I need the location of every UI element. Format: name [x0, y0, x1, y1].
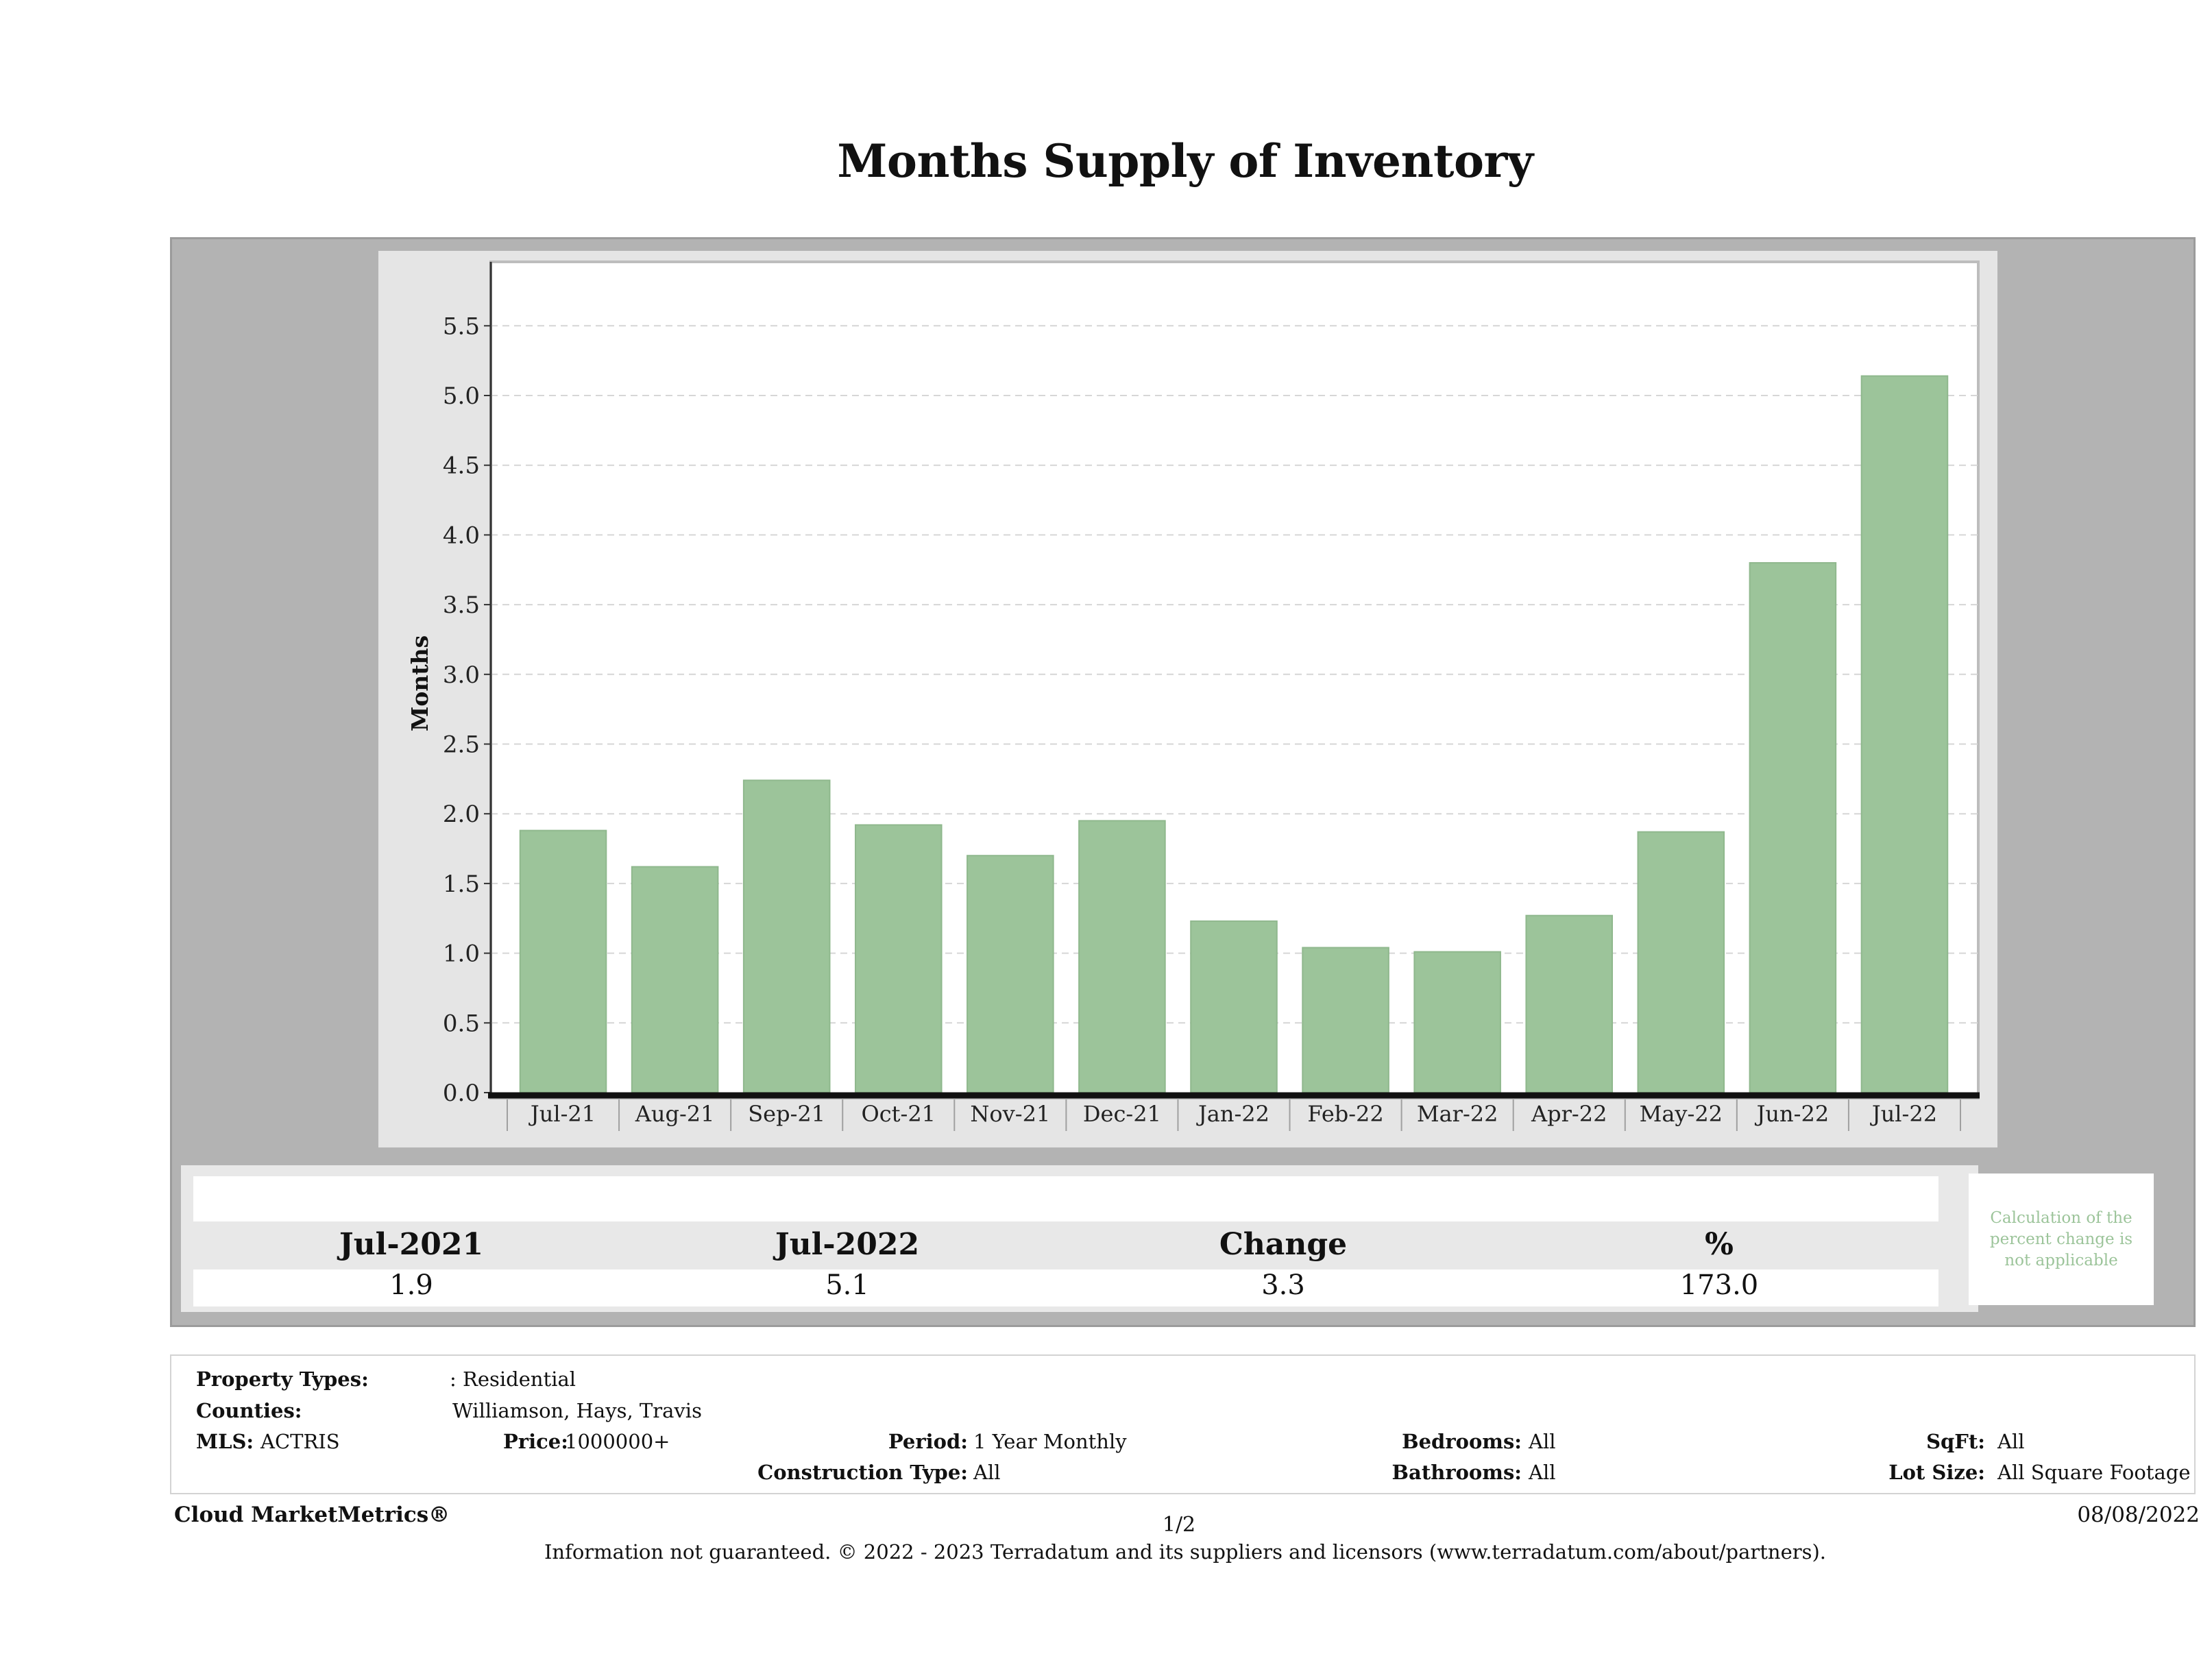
property-types-label: Property Types:: [196, 1367, 369, 1391]
summary-values-row: [193, 1269, 1938, 1306]
y-tick-label: 1.0: [443, 940, 480, 968]
x-tick-label: Dec-21: [1083, 1101, 1161, 1127]
bar-may-22: [1637, 831, 1725, 1093]
bars: [519, 375, 1949, 1094]
bar-sep-21: [742, 779, 831, 1094]
mls-label: MLS:: [196, 1430, 254, 1453]
y-tick-label: 5.0: [443, 382, 480, 410]
summary-spacer: [193, 1176, 1938, 1221]
y-tick-label: 2.0: [443, 801, 480, 828]
x-tick-label: Mar-22: [1417, 1101, 1498, 1127]
y-tick-label: 2.5: [443, 731, 480, 759]
y-tick-label: 1.5: [443, 871, 480, 898]
mls-value: ACTRIS: [260, 1430, 340, 1453]
summary-value-start: 1.9: [389, 1269, 433, 1301]
report-date: 08/08/2022: [2077, 1503, 2200, 1527]
x-axis-ticks: Jul-21 Aug-21 Sep-21 Oct-21 Nov-21 Dec-21 Jan-…: [507, 1099, 1961, 1131]
summary-value-change: 3.3: [1261, 1269, 1305, 1301]
lot-size-label: Lot Size:: [1888, 1461, 1985, 1484]
y-tick-label: 4.5: [443, 452, 480, 480]
page-number: 1/2: [1162, 1513, 1196, 1537]
x-tick-label: Jul-22: [1870, 1101, 1937, 1127]
summary-header-change: Change: [1219, 1227, 1348, 1262]
bar-feb-22: [1302, 947, 1389, 1093]
bar-mar-22: [1413, 951, 1501, 1094]
disclaimer: Information not guaranteed. © 2022 - 202…: [544, 1540, 1827, 1564]
summary-header-start: Jul-2021: [339, 1227, 484, 1262]
x-tick-label: Nov-21: [970, 1101, 1050, 1127]
bathrooms-label: Bathrooms:: [1391, 1461, 1522, 1484]
x-tick-label: Jan-22: [1196, 1101, 1269, 1127]
summary-value-percent: 173.0: [1679, 1269, 1759, 1301]
y-tick-label: 0.0: [443, 1080, 480, 1107]
sqft-value: All: [1997, 1430, 2025, 1453]
y-tick-label: 5.5: [443, 313, 480, 340]
x-tick-label: Apr-22: [1531, 1101, 1607, 1127]
x-tick-label: Jun-22: [1755, 1101, 1830, 1127]
y-axis-label: Months: [406, 635, 433, 731]
bar-jun-22: [1749, 562, 1837, 1093]
bar-nov-21: [967, 855, 1054, 1093]
sqft-label: SqFt:: [1926, 1430, 1985, 1453]
y-tick-label: 3.0: [443, 661, 480, 689]
y-tick-label: 3.5: [443, 592, 480, 619]
gridlines: [491, 325, 1978, 1024]
bedrooms-value: All: [1529, 1430, 1556, 1453]
bedrooms-label: Bedrooms:: [1402, 1430, 1522, 1453]
percent-change-note: Calculation of the percent change is not…: [1969, 1174, 2154, 1305]
x-tick-label: Feb-22: [1307, 1101, 1383, 1127]
price-value: 1000000+: [565, 1430, 670, 1453]
counties-value: Williamson, Hays, Travis: [452, 1399, 702, 1422]
bar-oct-21: [854, 824, 943, 1094]
x-tick-label: Aug-21: [635, 1101, 715, 1127]
x-tick-label: Jul-21: [528, 1101, 596, 1127]
lot-size-value: All Square Footage: [1997, 1461, 2191, 1484]
bathrooms-value: All: [1529, 1461, 1556, 1484]
page-title: Months Supply of Inventory: [837, 134, 1533, 188]
period-label: Period:: [888, 1430, 968, 1453]
summary-header-percent: %: [1705, 1227, 1734, 1262]
y-tick-label: 0.5: [443, 1010, 480, 1037]
period-value: 1 Year Monthly: [973, 1430, 1127, 1453]
summary-value-end: 5.1: [825, 1269, 869, 1301]
y-tick-label: 4.0: [443, 522, 480, 549]
property-types-value: : Residential: [450, 1367, 576, 1391]
bar-dec-21: [1078, 820, 1166, 1093]
criteria-box: [170, 1354, 2196, 1494]
percent-change-note-text: Calculation of the percent change is not…: [1989, 1208, 2133, 1269]
construction-type-value: All: [973, 1461, 1001, 1484]
x-tick-label: May-22: [1640, 1101, 1723, 1127]
x-tick-label: Sep-21: [748, 1101, 825, 1127]
x-tick-label: Oct-21: [861, 1101, 936, 1127]
counties-label: Counties:: [196, 1399, 302, 1422]
bar-jul-22: [1860, 375, 1949, 1093]
construction-type-label: Construction Type:: [757, 1461, 968, 1484]
y-axis-ticks: 0.0 0.5 1.0 1.5 2.0 2.5 3.0 3.5 4.0 4.5 5.0 5.5: [443, 313, 491, 1107]
price-label: Price:: [503, 1430, 568, 1453]
brand-name: Cloud MarketMetrics®: [174, 1503, 450, 1527]
bar-jul-21: [519, 829, 607, 1094]
bar-aug-21: [631, 866, 719, 1093]
summary-header-end: Jul-2022: [775, 1227, 920, 1262]
bar-jan-22: [1190, 920, 1278, 1093]
bar-apr-22: [1525, 914, 1614, 1093]
